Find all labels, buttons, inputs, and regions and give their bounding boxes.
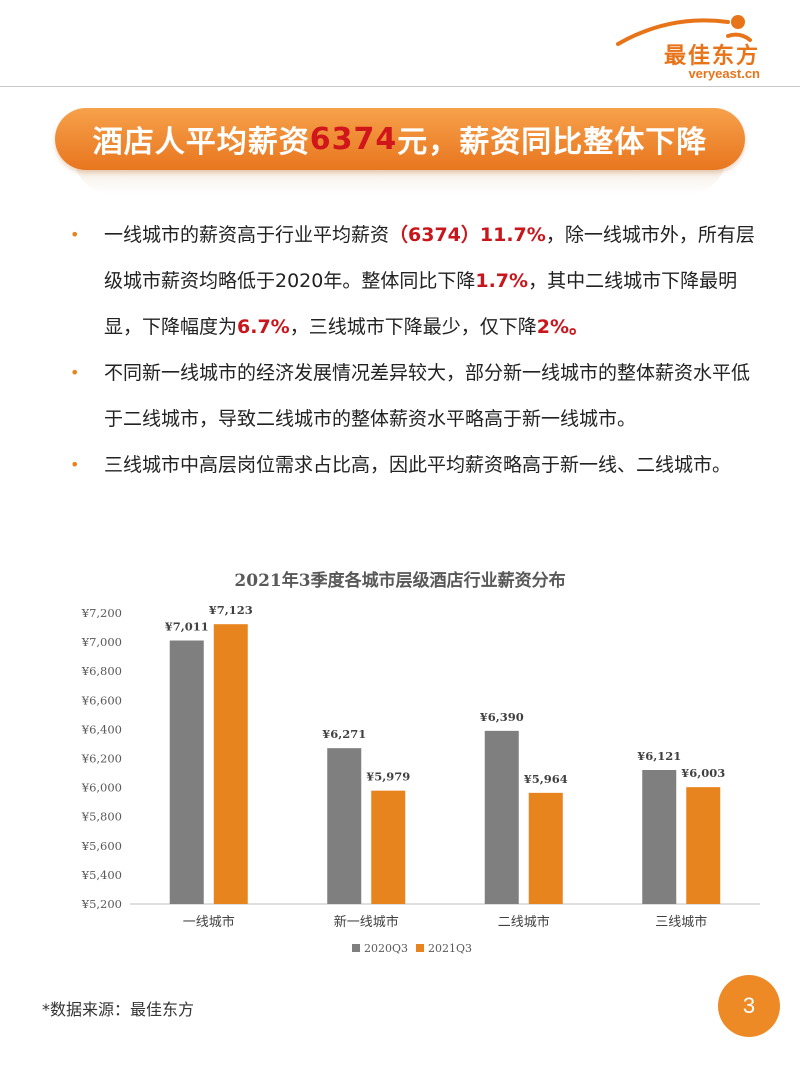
bar-2021Q3-1: [371, 790, 406, 904]
bullet-dot-icon: •: [70, 225, 80, 244]
y-tick-label: ¥7,200: [81, 606, 122, 620]
data-source-note: *数据来源：最佳东方: [42, 1000, 195, 1019]
data-label: ¥6,271: [322, 727, 366, 741]
y-tick-label: ¥5,200: [81, 897, 122, 911]
data-label: ¥6,003: [681, 766, 725, 780]
bullet-highlight: （6374）11.7%: [389, 224, 546, 246]
bar-2020Q3-3: [642, 769, 677, 904]
data-label: ¥6,121: [637, 749, 681, 763]
y-tick-label: ¥6,400: [81, 722, 122, 736]
page-title: 酒店人平均薪资 6374 元，薪资同比整体下降: [55, 108, 745, 170]
x-category-label: 一线城市: [183, 914, 235, 930]
chart-title: 2021年3季度各城市层级酒店行业薪资分布: [234, 570, 565, 591]
bullet-text: ，除一线城市外，所有层级城市薪资均略低于2020年。整体同比下降: [104, 224, 755, 292]
y-tick-label: ¥6,000: [81, 781, 122, 795]
bar-2020Q3-0: [169, 640, 204, 904]
title-highlight: 6374: [309, 121, 398, 157]
bullet-highlight: 1.7%: [475, 270, 529, 292]
bullet-highlight: 6.7%: [237, 316, 290, 338]
salary-bar-chart: 2021年3季度各城市层级酒店行业薪资分布 ¥5,200 ¥5,400 ¥5,600 ¥…: [0, 560, 800, 970]
y-tick-label: ¥6,200: [81, 752, 122, 766]
bar-2021Q3-0: [213, 624, 248, 904]
legend-swatch: [416, 944, 424, 952]
header-divider: [0, 86, 800, 87]
page-number-badge: 3: [718, 975, 780, 1037]
bullet-dot-icon: •: [70, 455, 80, 474]
data-label: ¥5,964: [524, 772, 568, 786]
y-tick-label: ¥5,400: [81, 868, 122, 882]
data-label: ¥7,123: [209, 603, 253, 617]
bullet-item: • 一线城市的薪资高于行业平均薪资（6374）11.7%，除一线城市外，所有层级城…: [70, 212, 760, 350]
legend-swatch: [352, 944, 360, 952]
bullet-dot-icon: •: [70, 363, 80, 382]
chart-svg: 2021年3季度各城市层级酒店行业薪资分布 ¥5,200 ¥5,400 ¥5,600 ¥…: [81, 570, 760, 955]
title-text-before: 酒店人平均薪资: [92, 125, 310, 160]
bullet-list: • 一线城市的薪资高于行业平均薪资（6374）11.7%，除一线城市外，所有层级城…: [70, 212, 760, 488]
bullet-text: ，三线城市下降最少，仅下降: [289, 316, 537, 338]
y-tick-label: ¥5,600: [81, 839, 122, 853]
data-label: ¥7,011: [165, 619, 209, 633]
bar-2021Q3-2: [528, 792, 563, 904]
data-label: ¥5,979: [366, 770, 410, 784]
bar-2021Q3-3: [686, 787, 721, 904]
y-tick-label: ¥5,800: [81, 810, 122, 824]
legend-label: 2020Q3: [364, 942, 408, 955]
legend-label: 2021Q3: [428, 942, 472, 955]
bar-2020Q3-2: [484, 730, 519, 904]
bullet-highlight: 。: [569, 316, 589, 338]
title-banner: 酒店人平均薪资 6374 元，薪资同比整体下降: [55, 108, 745, 198]
title-text-after: 元，薪资同比整体下降: [397, 125, 708, 160]
bullet-text: 一线城市的薪资高于行业平均薪资: [104, 224, 390, 246]
y-tick-label: ¥6,600: [81, 693, 122, 707]
x-category-label: 三线城市: [655, 914, 707, 930]
bullet-text: 三线城市中高层岗位需求占比高，因此平均薪资略高于新一线、二线城市。: [104, 454, 732, 476]
y-tick-label: ¥7,000: [81, 635, 122, 649]
bullet-text: 不同新一线城市的经济发展情况差异较大，部分新一线城市的整体薪资水平低于二线城市，…: [104, 362, 751, 430]
data-label: ¥6,390: [480, 710, 524, 724]
bar-2020Q3-1: [327, 748, 362, 904]
bullet-highlight: 2%: [536, 316, 569, 338]
brand-name: 最佳东方: [663, 44, 760, 69]
bullet-item: • 不同新一线城市的经济发展情况差异较大，部分新一线城市的整体薪资水平低于二线城市…: [70, 350, 760, 442]
logo-swoosh-icon: [616, 15, 752, 46]
brand-logo: 最佳东方 veryeast.cn: [610, 10, 760, 81]
bullet-text: ，其中二线城市下降最明显，下降幅度为: [104, 270, 738, 338]
x-category-label: 二线城市: [498, 914, 550, 930]
bullet-item: • 三线城市中高层岗位需求占比高，因此平均薪资略高于新一线、二线城市。: [70, 442, 760, 488]
y-tick-label: ¥6,800: [81, 664, 122, 678]
x-category-label: 新一线城市: [334, 914, 399, 930]
brand-domain: veryeast.cn: [688, 66, 760, 81]
